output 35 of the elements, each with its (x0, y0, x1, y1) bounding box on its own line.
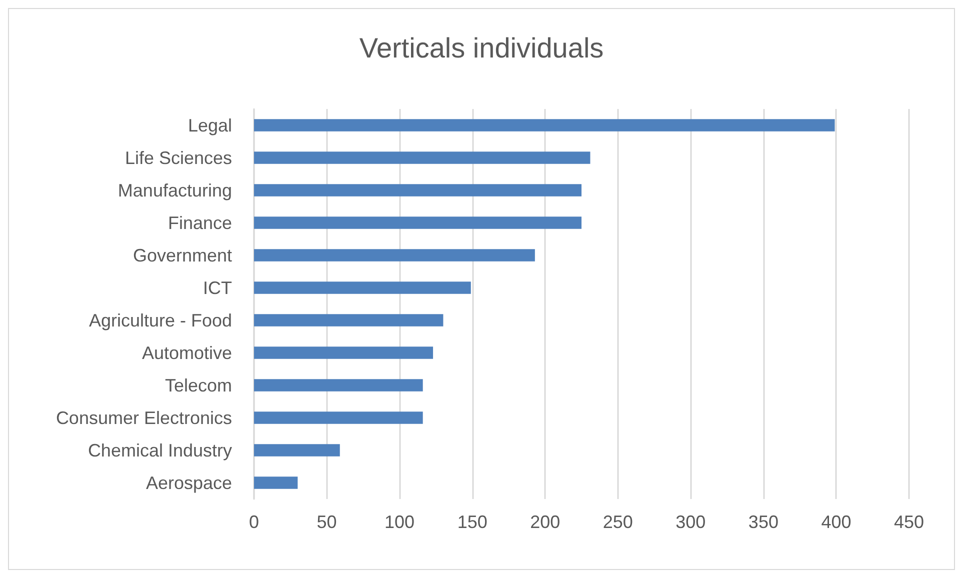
x-tick-label: 100 (384, 512, 415, 532)
bar (254, 282, 471, 294)
x-tick-label: 250 (602, 512, 633, 532)
bar (254, 249, 535, 262)
y-tick-label: Chemical Industry (88, 440, 232, 460)
y-tick-label: ICT (203, 278, 232, 298)
bar (254, 152, 590, 164)
chart-title: Verticals individuals (359, 32, 604, 64)
x-tick-label: 450 (894, 512, 924, 532)
x-tick-label: 300 (676, 512, 706, 532)
y-tick-label: Consumer Electronics (56, 408, 232, 428)
x-tick-label: 150 (457, 512, 488, 532)
bar (254, 314, 444, 326)
bar (254, 476, 298, 489)
x-tick-label: 350 (748, 512, 778, 532)
y-tick-label: Agriculture - Food (88, 310, 232, 330)
y-tick-label: Government (132, 245, 232, 266)
bar (254, 216, 582, 229)
y-tick-label: Manufacturing (118, 180, 232, 200)
bar (254, 346, 434, 359)
x-tick-label: 0 (248, 512, 260, 532)
bar (254, 379, 423, 392)
x-tick-label: 50 (316, 512, 337, 532)
bar (254, 412, 423, 424)
y-tick-label: Telecom (164, 375, 232, 396)
x-tick-label: 400 (821, 512, 852, 532)
bar (254, 444, 340, 456)
y-tick-label: Finance (168, 212, 232, 233)
bar (254, 119, 835, 132)
y-tick-label: Life Sciences (124, 148, 232, 168)
y-tick-label: Legal (188, 115, 232, 136)
x-tick-label: 200 (530, 512, 560, 532)
y-tick-label: Aerospace (146, 472, 232, 493)
bar (254, 184, 582, 196)
y-tick-label: Automotive (142, 342, 232, 363)
